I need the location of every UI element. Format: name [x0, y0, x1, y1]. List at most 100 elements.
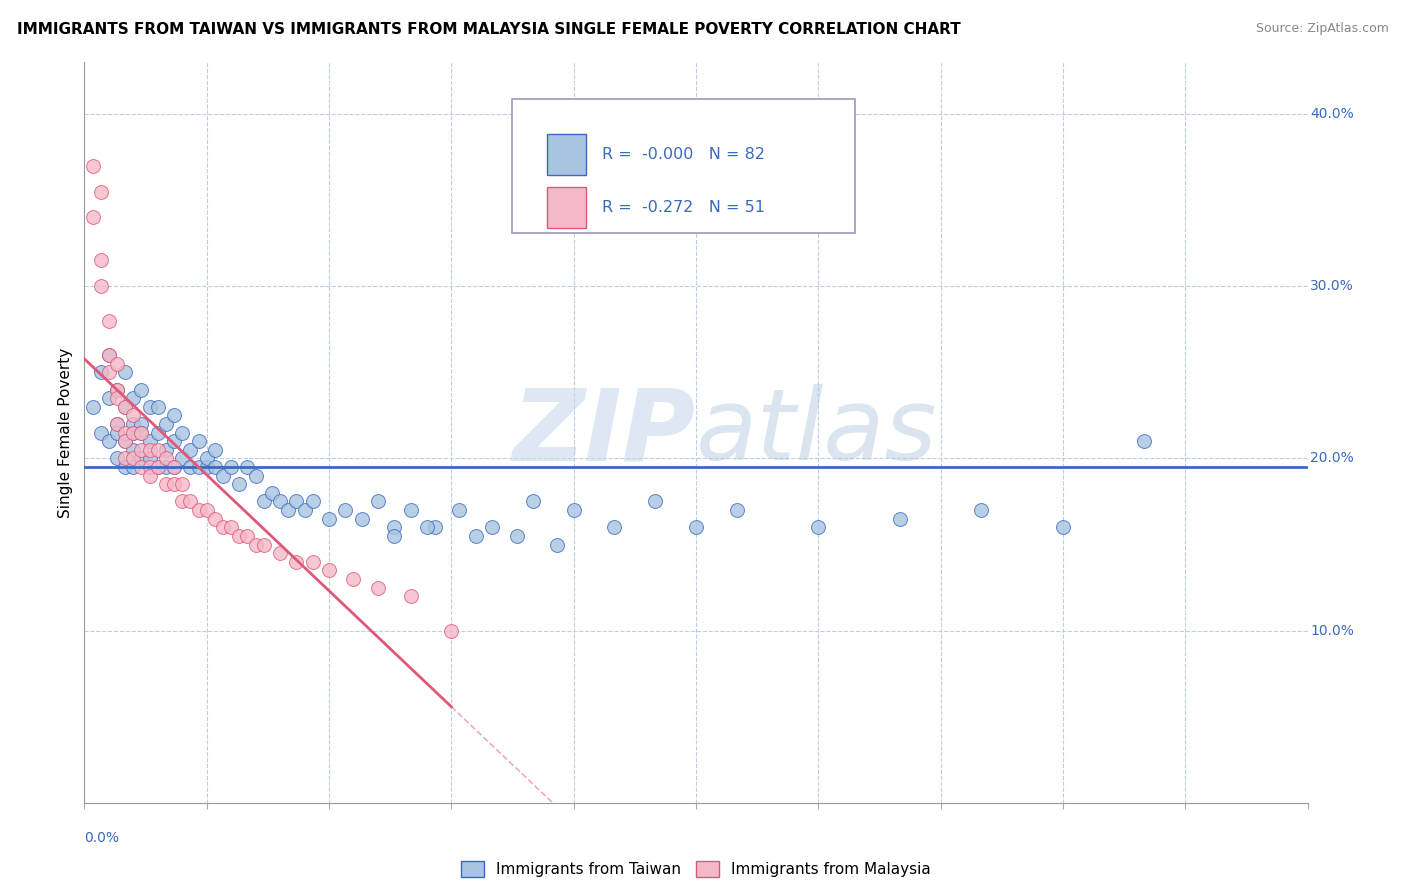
Point: [105, 383, 128, 397]
Text: 40.0%: 40.0%: [1310, 107, 1354, 121]
Point: [416, 520, 439, 534]
Point: [138, 442, 160, 457]
Text: Source: ZipAtlas.com: Source: ZipAtlas.com: [1256, 22, 1389, 36]
Point: [350, 512, 373, 526]
Point: [195, 451, 218, 466]
Point: [179, 442, 201, 457]
Point: [318, 512, 340, 526]
Point: [212, 468, 235, 483]
Point: [122, 451, 145, 466]
Point: [163, 460, 186, 475]
Point: [970, 503, 993, 517]
Point: [481, 520, 503, 534]
Point: [97, 434, 120, 449]
Point: [285, 555, 308, 569]
Point: [1052, 520, 1074, 534]
Point: [114, 451, 136, 466]
Point: [464, 529, 486, 543]
Point: [228, 529, 250, 543]
FancyBboxPatch shape: [513, 99, 855, 233]
Text: R =  -0.272   N = 51: R = -0.272 N = 51: [602, 200, 765, 215]
Point: [90, 425, 112, 440]
Point: [82, 400, 104, 414]
Point: [644, 494, 666, 508]
Point: [603, 520, 626, 534]
Point: [105, 417, 128, 431]
Point: [131, 425, 153, 440]
Point: [131, 442, 153, 457]
Point: [122, 391, 145, 405]
Point: [82, 159, 104, 173]
Point: [399, 589, 422, 603]
Point: [163, 477, 186, 491]
Point: [97, 365, 120, 379]
Point: [114, 400, 136, 414]
Text: 0.0%: 0.0%: [84, 831, 120, 845]
Text: 10.0%: 10.0%: [1310, 624, 1354, 638]
Point: [105, 383, 128, 397]
Point: [187, 434, 209, 449]
Point: [253, 494, 276, 508]
Point: [277, 503, 299, 517]
Point: [269, 494, 291, 508]
Point: [138, 460, 160, 475]
Point: [163, 409, 186, 423]
Text: 30.0%: 30.0%: [1310, 279, 1354, 293]
Point: [114, 434, 136, 449]
Point: [367, 494, 389, 508]
Point: [505, 529, 527, 543]
Point: [219, 520, 242, 534]
Text: R =  -0.000   N = 82: R = -0.000 N = 82: [602, 147, 765, 161]
Point: [725, 503, 748, 517]
Point: [146, 425, 169, 440]
Point: [114, 425, 136, 440]
Point: [155, 477, 177, 491]
Point: [301, 494, 323, 508]
Text: atlas: atlas: [696, 384, 938, 481]
Point: [367, 581, 389, 595]
Point: [236, 460, 259, 475]
Point: [219, 460, 242, 475]
Point: [105, 357, 128, 371]
Point: [285, 494, 308, 508]
Point: [105, 391, 128, 405]
FancyBboxPatch shape: [547, 134, 586, 175]
Point: [163, 460, 186, 475]
Point: [236, 529, 259, 543]
Point: [146, 442, 169, 457]
Point: [260, 486, 283, 500]
Point: [114, 460, 136, 475]
Text: ZIP: ZIP: [513, 384, 696, 481]
Point: [138, 451, 160, 466]
Point: [122, 425, 145, 440]
Y-axis label: Single Female Poverty: Single Female Poverty: [58, 348, 73, 517]
Point: [204, 442, 226, 457]
Point: [90, 365, 112, 379]
Point: [294, 503, 316, 517]
Point: [131, 460, 153, 475]
Point: [195, 460, 218, 475]
Point: [90, 185, 112, 199]
Point: [889, 512, 911, 526]
Point: [399, 503, 422, 517]
Point: [245, 537, 267, 551]
Point: [172, 477, 194, 491]
Point: [807, 520, 830, 534]
Legend: Immigrants from Taiwan, Immigrants from Malaysia: Immigrants from Taiwan, Immigrants from …: [454, 855, 938, 883]
Point: [335, 503, 357, 517]
FancyBboxPatch shape: [547, 187, 586, 228]
Point: [90, 279, 112, 293]
Point: [342, 572, 364, 586]
Point: [562, 503, 585, 517]
Point: [187, 503, 209, 517]
Point: [155, 451, 177, 466]
Point: [131, 383, 153, 397]
Point: [122, 409, 145, 423]
Point: [122, 442, 145, 457]
Point: [423, 520, 446, 534]
Point: [82, 211, 104, 225]
Point: [114, 365, 136, 379]
Point: [105, 417, 128, 431]
Point: [179, 460, 201, 475]
Point: [155, 460, 177, 475]
